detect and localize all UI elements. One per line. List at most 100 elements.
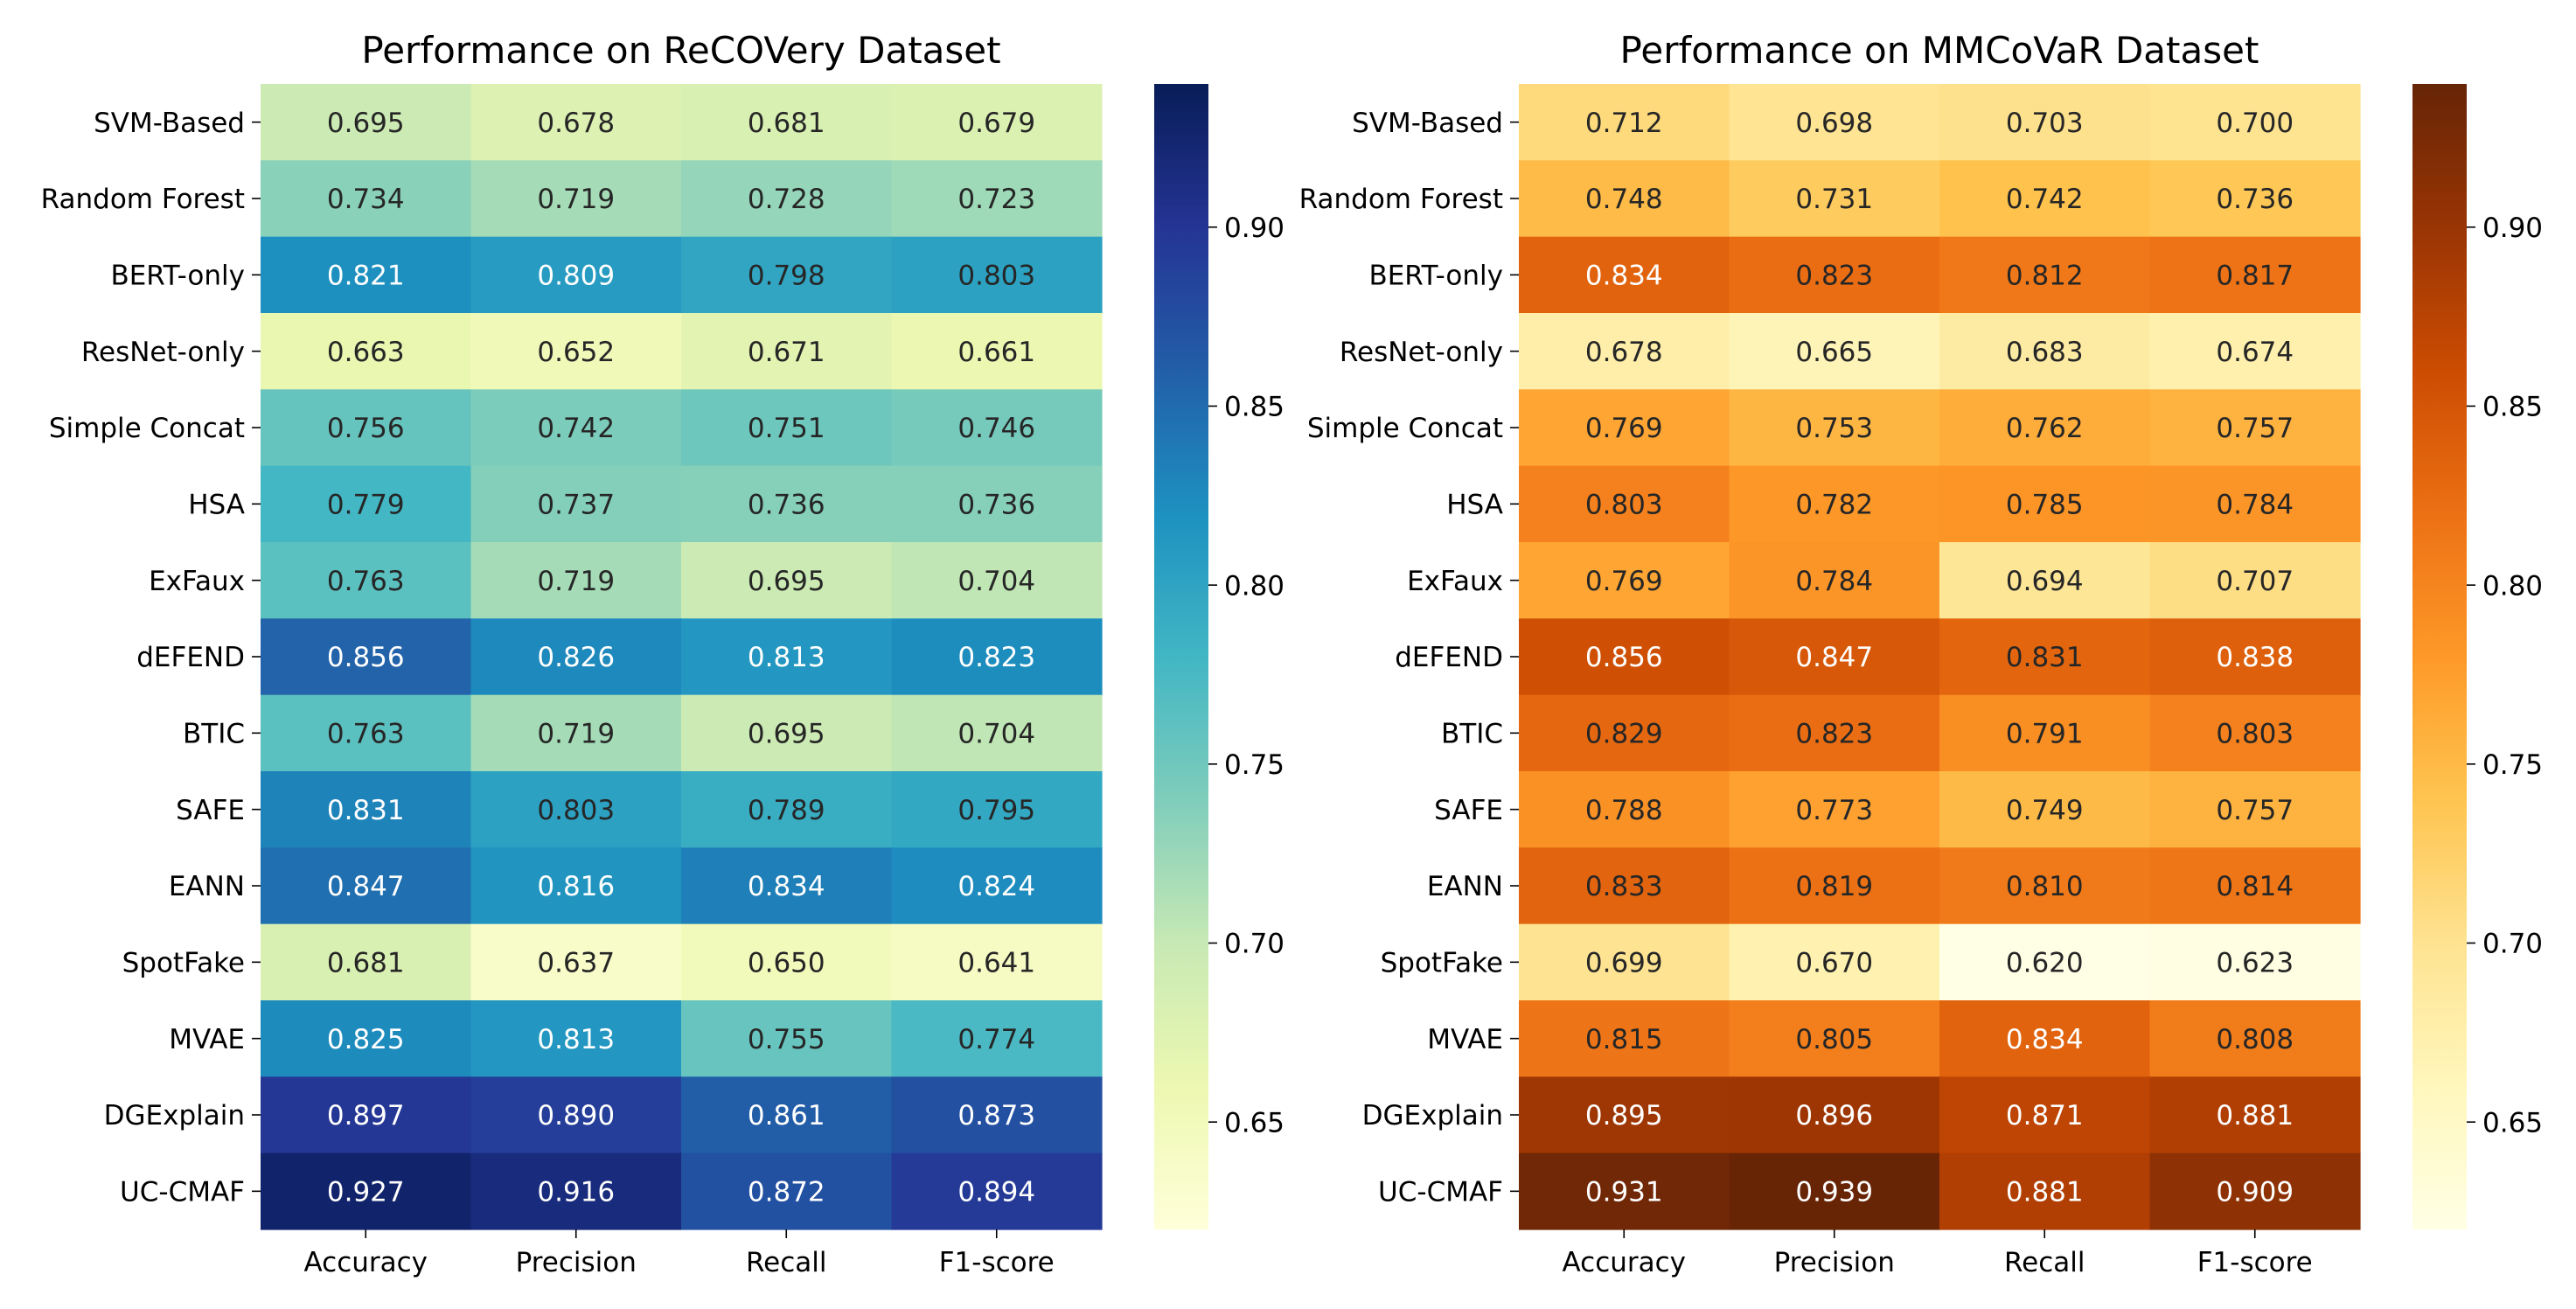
colorbar-tick-label: 0.75 [1224,749,1285,781]
cell-value-label: 0.798 [748,260,825,291]
y-axis-tick-label: MVAE [1427,1024,1503,1055]
cell-value-label: 0.821 [327,260,405,291]
cell-value-label: 0.872 [748,1176,825,1208]
heatmap-cell [891,313,1103,390]
cell-value-label: 0.791 [2006,718,2084,749]
cell-value-label: 0.881 [2216,1100,2294,1131]
heatmap-cell [1519,1000,1730,1077]
recovery-heatmap-panel: Performance on ReCOVery Dataset 0.695 0.67… [41,29,1285,1278]
heatmap-cell [261,465,472,543]
heatmap-cell [681,1076,893,1154]
cell-value-label: 0.723 [957,184,1035,215]
cell-value-label: 0.789 [748,795,825,826]
cell-value-label: 0.707 [2216,566,2294,597]
cell-value-label: 0.803 [1585,489,1663,520]
heatmap-cell [470,923,682,1001]
colorbar-tick-label: 0.75 [2482,749,2543,781]
cell-value-label: 0.661 [957,337,1035,368]
cell-value-label: 0.831 [2006,642,2084,673]
colorbar [1154,84,1208,1229]
heatmap-cell [470,313,682,390]
cell-value-label: 0.736 [748,489,825,520]
cell-value-label: 0.665 [1795,337,1873,368]
heatmap-cell [891,160,1103,238]
cell-value-label: 0.939 [1795,1176,1873,1208]
cell-value-label: 0.674 [2216,337,2294,368]
heatmap-cell [891,618,1103,696]
heatmap-cell [470,465,682,543]
cell-value-label: 0.755 [748,1024,825,1055]
heatmap-cell [1939,1076,2151,1154]
cell-value-label: 0.695 [327,108,405,139]
heatmap-cell [681,465,893,543]
colorbar-tick-label: 0.85 [2482,392,2543,423]
heatmap-cell [1729,389,1940,467]
heatmap-cell [261,1152,472,1230]
heatmap-cell [470,84,682,161]
x-axis-tick-label: Recall [2004,1247,2085,1278]
x-axis-tick-label: F1-score [2197,1247,2313,1278]
cell-value-label: 0.751 [748,413,825,444]
cell-value-label: 0.834 [748,871,825,902]
cell-value-label: 0.734 [327,184,405,215]
heatmap-cell [2149,1076,2361,1154]
cell-value-label: 0.749 [2006,795,2084,826]
heatmap-cell [1519,313,1730,390]
y-axis-tick-label: MVAE [169,1024,245,1055]
heatmap-cell [891,847,1103,925]
heatmap-cell [470,847,682,925]
cell-value-label: 0.823 [1795,718,1873,749]
heatmap-cell [1519,160,1730,238]
heatmap-cell [1519,236,1730,314]
cell-value-label: 0.742 [537,413,615,444]
y-axis-tick-label: ResNet-only [81,337,245,368]
heatmap-cell [891,542,1103,619]
heatmap-cell [1519,694,1730,772]
cell-value-label: 0.894 [957,1176,1035,1208]
colorbar-tick-label: 0.85 [1224,392,1285,423]
y-axis-tick-label: EANN [169,871,245,902]
heatmap-cell [1939,313,2151,390]
heatmap-cell [1729,771,1940,848]
heatmap-cell [470,694,682,772]
heatmap-cell [1939,84,2151,161]
cell-value-label: 0.785 [2006,489,2084,520]
heatmap-cell [1519,84,1730,161]
mmcovar-heatmap-panel: Performance on MMCoVaR Dataset 0.712 0.698… [1299,29,2543,1278]
heatmap-cell [1939,1152,2151,1230]
heatmap-cell [261,694,472,772]
heatmap-cell [1519,923,1730,1001]
heatmap-cell [2149,542,2361,619]
heatmap-cell [1729,1152,1940,1230]
y-axis-tick-label: DGExplain [1362,1100,1503,1131]
cell-value-label: 0.678 [537,108,615,139]
y-axis-tick-label: SVM-Based [94,108,245,139]
heatmap-cell [261,1076,472,1154]
cell-value-label: 0.795 [957,795,1035,826]
y-axis-tick-label: HSA [1446,489,1503,520]
heatmap-cell [681,1152,893,1230]
heatmap-cell [470,1076,682,1154]
cell-value-label: 0.909 [2216,1176,2294,1208]
y-axis-tick-label: Simple Concat [49,413,245,444]
cell-value-label: 0.856 [327,642,405,673]
x-axis-tick-label: Recall [746,1247,827,1278]
cell-value-label: 0.681 [748,108,825,139]
heatmap-cell [2149,465,2361,543]
cell-value-label: 0.895 [1585,1100,1663,1131]
heatmap-cell [681,542,893,619]
y-axis-tick-label: BTIC [1441,718,1503,749]
cell-value-label: 0.700 [2216,108,2294,139]
colorbar-tick-label: 0.80 [2482,570,2543,602]
cell-value-label: 0.774 [957,1024,1035,1055]
heatmap-cell [681,694,893,772]
heatmap-cell [1729,1076,1940,1154]
cell-value-label: 0.678 [1585,337,1663,368]
cell-value-label: 0.650 [748,947,825,978]
y-axis-tick-label: EANN [1427,871,1503,902]
y-axis-tick-label: BERT-only [110,260,245,291]
cell-value-label: 0.704 [957,718,1035,749]
heatmap-cell [2149,1000,2361,1077]
cell-value-label: 0.805 [1795,1024,1873,1055]
